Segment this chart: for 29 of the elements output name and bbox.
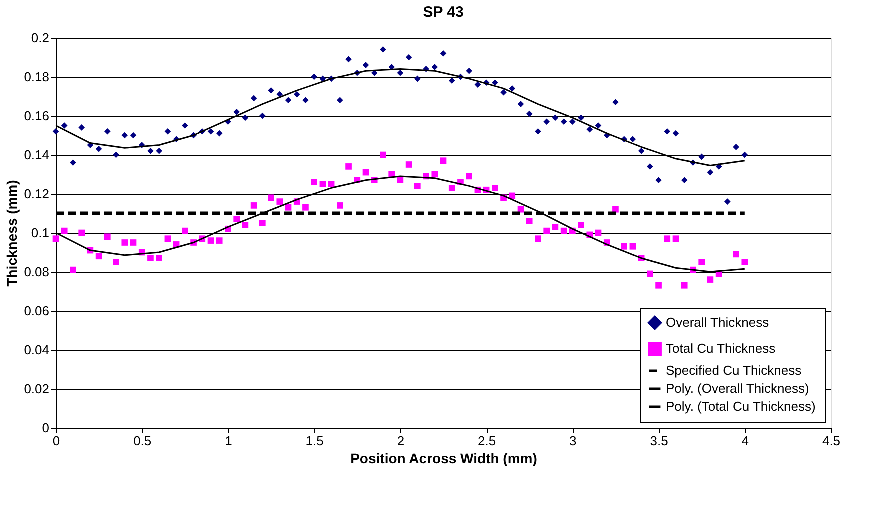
x-tick-label: 3.5 [650,434,668,448]
x-tick-label: 1 [225,434,232,448]
chart-title: SP 43 [423,4,464,21]
y-tick-label: 0.2 [31,30,50,46]
x-tick-label: 0.5 [134,434,152,448]
legend-label: Poly. (Overall Thickness) [666,381,810,396]
legend-label: Overall Thickness [666,315,770,330]
x-tick-label: 3 [570,434,577,448]
y-tick-label: 0.14 [24,148,50,162]
y-axis-title: Thickness (mm) [4,180,20,287]
y-tick-label: 0.1 [31,226,50,240]
x-tick-label: 2 [397,434,405,448]
y-tick-label: 0.12 [24,186,50,202]
legend-label: Total Cu Thickness [666,341,776,356]
y-tick-label: 0.02 [24,382,50,396]
x-tick-label: 2.5 [478,434,496,448]
x-tick-label: 4 [742,434,750,448]
x-axis-title: Position Across Width (mm) [350,450,538,466]
y-tick-label: 0.06 [24,304,50,318]
y-tick-label: 0.16 [24,108,50,124]
y-tick-label: 0 [42,420,50,436]
x-tick-label: 1.5 [306,434,324,448]
y-tick-label: 0.04 [24,342,50,358]
x-tick-label: 0 [52,434,60,448]
y-tick-label: 0.18 [24,70,50,84]
x-tick-label: 4.5 [822,434,841,448]
y-tick-label: 0.08 [24,264,50,280]
legend-label: Specified Cu Thickness [666,363,802,378]
legend-label: Poly. (Total Cu Thickness) [666,399,816,414]
